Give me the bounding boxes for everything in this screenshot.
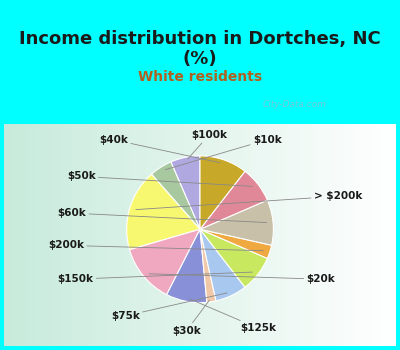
Wedge shape: [127, 174, 200, 250]
Text: $20k: $20k: [149, 274, 335, 284]
Wedge shape: [200, 229, 272, 258]
Text: $40k: $40k: [99, 135, 220, 163]
Text: $30k: $30k: [172, 300, 209, 336]
Wedge shape: [200, 229, 245, 301]
Text: City-Data.com: City-Data.com: [263, 100, 327, 109]
Wedge shape: [152, 162, 200, 229]
Wedge shape: [200, 229, 267, 287]
Wedge shape: [200, 229, 216, 302]
Text: (%): (%): [183, 50, 217, 68]
Text: $200k: $200k: [48, 240, 264, 251]
Wedge shape: [130, 229, 200, 295]
Text: $60k: $60k: [58, 208, 267, 223]
Wedge shape: [167, 229, 207, 303]
Text: $10k: $10k: [165, 135, 282, 170]
Text: $150k: $150k: [58, 272, 252, 284]
Text: > $200k: > $200k: [136, 191, 362, 210]
Text: $100k: $100k: [188, 130, 227, 159]
Wedge shape: [171, 156, 200, 229]
Text: White residents: White residents: [138, 70, 262, 84]
Text: $125k: $125k: [190, 299, 276, 333]
Text: $75k: $75k: [111, 293, 227, 321]
Wedge shape: [200, 200, 273, 245]
Text: $50k: $50k: [67, 172, 252, 186]
Wedge shape: [200, 156, 245, 229]
Text: Income distribution in Dortches, NC: Income distribution in Dortches, NC: [19, 30, 381, 48]
Wedge shape: [200, 171, 267, 229]
